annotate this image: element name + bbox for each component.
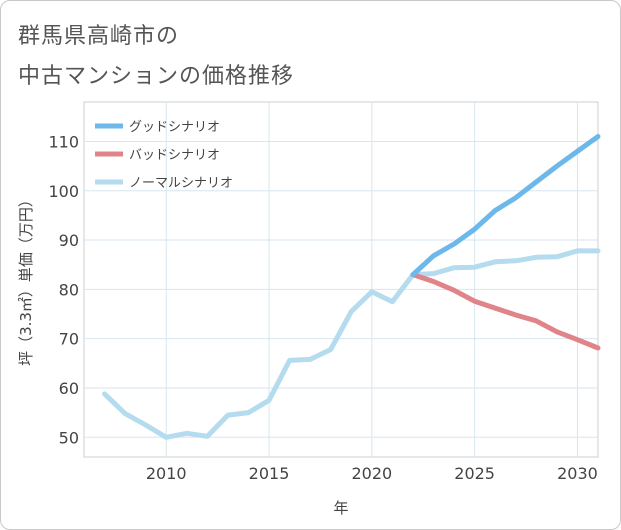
- x-tick-label: 2025: [454, 464, 495, 483]
- legend-label-1: バッドシナリオ: [129, 148, 220, 163]
- y-tick-label: 110: [48, 132, 79, 151]
- x-axis-label: 年: [333, 499, 348, 517]
- series-line-1: [410, 272, 601, 351]
- x-tick-label: 2010: [146, 464, 187, 483]
- chart-title-line1: 群馬県高崎市の: [18, 24, 180, 49]
- chart-title-line2: 中古マンションの価格推移: [18, 64, 295, 89]
- plot-area: [83, 101, 599, 458]
- legend-label-2: ノーマルシナリオ: [129, 176, 233, 191]
- y-tick-label: 100: [48, 182, 79, 201]
- y-tick-label: 60: [59, 379, 79, 398]
- grid: [84, 102, 598, 457]
- y-tick-label: 80: [59, 280, 79, 299]
- y-tick-label: 70: [59, 330, 79, 349]
- x-tick-label: 2015: [249, 464, 290, 483]
- x-tick-label: 2020: [351, 464, 392, 483]
- series-line-0: [410, 134, 601, 278]
- y-axis-label: 坪（3.3㎡）単価（万円）: [17, 192, 35, 366]
- y-tick-label: 90: [59, 231, 79, 250]
- x-tick-labels: 2010 2015 2020 2025 2030: [146, 464, 598, 483]
- series-line-2: [102, 248, 601, 440]
- x-tick-label: 2030: [557, 464, 598, 483]
- y-tick-labels: 50 60 70 80 90 100 110: [48, 132, 79, 447]
- y-tick-label: 50: [59, 428, 79, 447]
- series-lines: [102, 134, 601, 440]
- legend-label-0: グッドシナリオ: [129, 120, 220, 135]
